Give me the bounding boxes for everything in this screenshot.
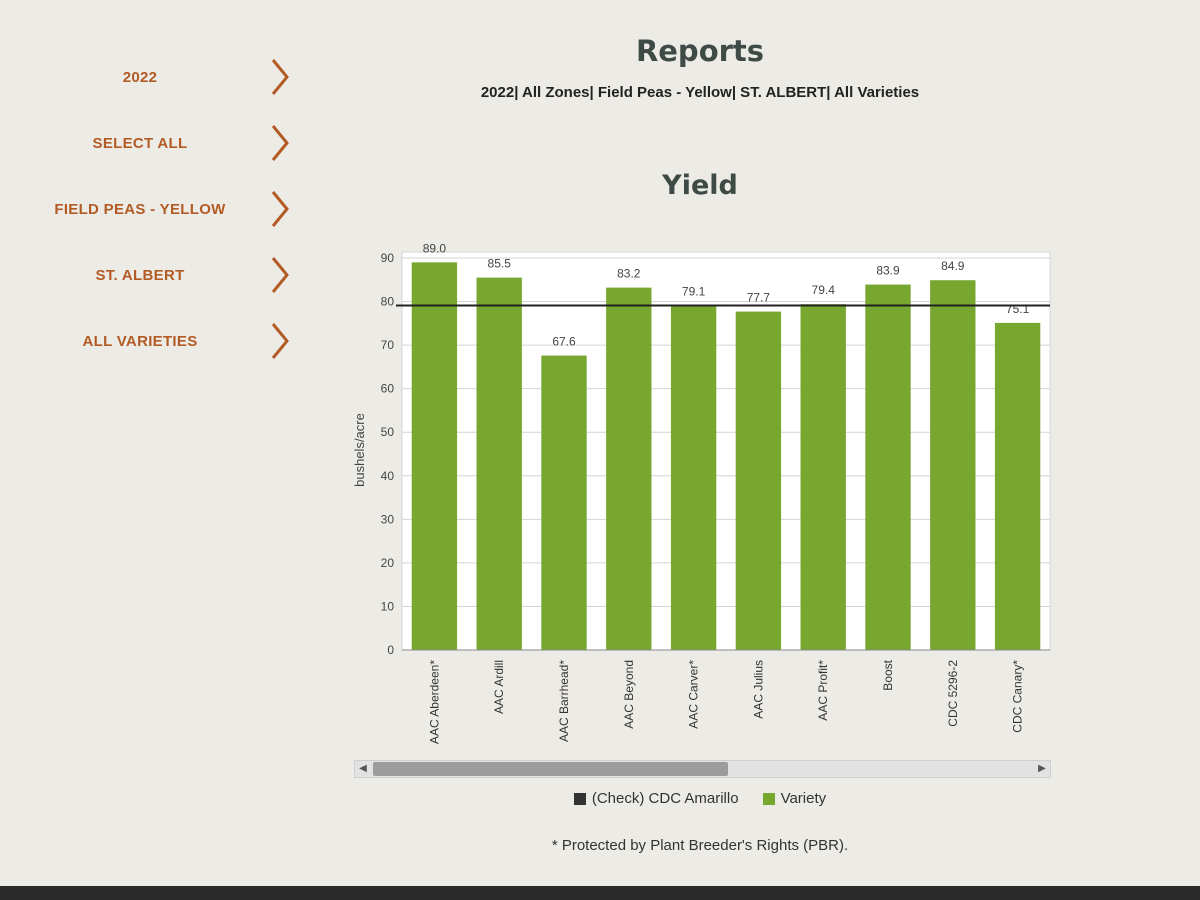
scrollbar-thumb[interactable] [373,762,728,776]
legend-swatch-variety [762,792,775,805]
legend-swatch-check [573,792,586,805]
bar [800,304,846,650]
bar-value-label: 89.0 [423,241,447,255]
nav-item-label: FIELD PEAS - YELLOW [54,200,226,218]
bar [865,284,911,650]
nav-item-select-all[interactable]: SELECT ALL [20,118,310,168]
scroll-left-arrow-icon[interactable]: ◀ [359,763,367,774]
yield-chart: 0 10 20 30 40 50 60 70 80 90 bushels/acre 89.0 AAC A… [352,241,1051,744]
bar-value-label: 67.6 [552,335,576,349]
bar-value-label: 79.1 [682,284,706,298]
bar [541,355,587,650]
bar [606,287,652,650]
chevron-right-icon [260,253,300,297]
x-tick-label: CDC 5296-2 [946,660,960,727]
nav-item-crop[interactable]: FIELD PEAS - YELLOW [20,184,310,234]
bar-value-label: 79.4 [812,283,836,297]
nav-item-label: SELECT ALL [92,134,188,152]
bar-value-label: 75.1 [1006,302,1030,316]
y-tick-label: 40 [381,469,395,483]
page-title: Reports [635,34,765,68]
nav-item-location[interactable]: ST. ALBERT [20,250,310,300]
x-tick-label: CDC Canary* [1011,660,1025,733]
x-tick-label: Boost [881,659,895,690]
bar [930,280,976,650]
screen-bezel [0,886,1200,900]
y-axis-label: bushels/acre [352,413,367,487]
x-tick-label: AAC Beyond [622,660,636,729]
legend-label-check: (Check) CDC Amarillo [591,790,739,807]
y-tick-label: 70 [381,338,395,352]
main-content: Reports 2022| All Zones| Field Peas - Ye… [330,0,1200,900]
bar-value-label: 84.9 [941,259,965,273]
x-tick-label: AAC Carver* [687,660,701,729]
scroll-right-arrow-icon[interactable]: ▶ [1038,763,1046,774]
nav-item-label: 2022 [122,68,158,86]
y-tick-label: 20 [381,556,395,570]
y-tick-label: 80 [381,295,395,309]
bar [670,305,717,650]
y-tick-label: 90 [381,251,395,265]
chart-title: Yield [662,170,738,201]
sidebar: 2022 SELECT ALL FIELD PEAS - YELLOW ST. … [0,0,330,900]
nav-item-year[interactable]: 2022 [20,52,310,102]
y-tick-label: 0 [387,643,394,657]
bar [476,277,522,650]
y-tick-label: 10 [381,599,395,613]
chevron-right-icon [260,121,300,165]
x-tick-label: AAC Julius [751,660,765,719]
x-tick-label: AAC Barrhead* [557,660,571,742]
pbr-footnote: * Protected by Plant Breeder's Rights (P… [551,837,849,854]
bar [411,262,458,650]
chart-scrollbar[interactable]: ◀ ▶ [354,760,1051,778]
bar [994,322,1041,650]
chevron-right-icon [260,187,300,231]
bar-value-label: 77.7 [747,291,771,305]
nav-item-varieties[interactable]: ALL VARIETIES [20,316,310,366]
y-tick-label: 60 [381,382,395,396]
x-tick-label: AAC Aberdeen* [427,660,441,744]
nav-item-label: ALL VARIETIES [82,332,198,350]
bar [735,311,782,650]
chevron-right-icon [260,319,300,363]
bar-value-label: 85.5 [488,257,512,271]
legend-item-variety[interactable]: Variety [762,790,827,807]
chart-legend: (Check) CDC Amarillo Variety [330,790,1070,807]
x-tick-label: AAC Profit* [816,660,830,721]
legend-label-variety: Variety [780,790,827,807]
filter-breadcrumb: 2022| All Zones| Field Peas - Yellow| ST… [480,84,920,101]
chevron-right-icon [260,55,300,99]
x-tick-label: AAC Ardill [492,660,506,714]
y-tick-label: 50 [381,425,395,439]
nav-item-label: ST. ALBERT [95,266,185,284]
bar-value-label: 83.9 [876,264,900,278]
legend-item-check[interactable]: (Check) CDC Amarillo [573,790,739,807]
bar-value-label: 83.2 [617,267,641,281]
y-tick-label: 30 [381,512,395,526]
